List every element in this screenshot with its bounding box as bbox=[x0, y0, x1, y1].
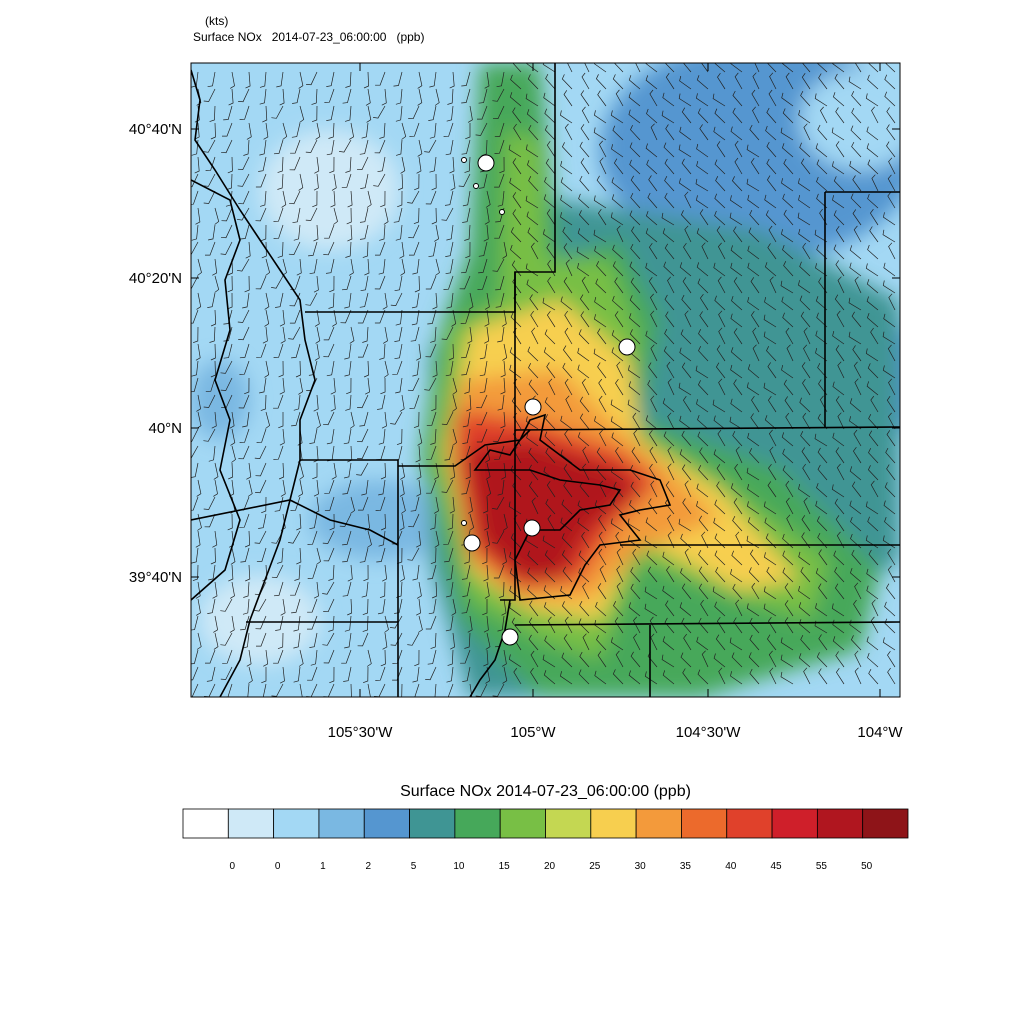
colorbar-box bbox=[590, 808, 637, 839]
lat-tick-label: 40°40'N bbox=[129, 121, 182, 138]
colorbar-label: 45 bbox=[771, 861, 783, 872]
colorbar-label: 25 bbox=[589, 861, 601, 872]
colorbar-box bbox=[545, 808, 592, 839]
units-label: (kts) bbox=[205, 14, 228, 28]
colorbar-label: 55 bbox=[816, 861, 828, 872]
colorbar-label: 0 bbox=[230, 861, 236, 872]
colorbar-box bbox=[454, 808, 501, 839]
colorbar-label: 40 bbox=[725, 861, 737, 872]
colorbar-box bbox=[681, 808, 728, 839]
lon-tick-label: 105°30'W bbox=[328, 724, 394, 741]
colorbar-box bbox=[816, 808, 864, 839]
lat-tick-label: 40°N bbox=[148, 420, 182, 437]
colorbar-label: 15 bbox=[499, 861, 511, 872]
colorbar-box bbox=[182, 808, 229, 839]
colorbar-box bbox=[771, 808, 818, 839]
colorbar-label: 30 bbox=[635, 861, 647, 872]
plot-title: Surface NOx 2014-07-23_06:00:00 (ppb) bbox=[193, 30, 424, 44]
lon-tick-label: 105°W bbox=[510, 724, 556, 741]
colorbar-label: 50 bbox=[861, 861, 873, 872]
colorbar-label: 1 bbox=[320, 861, 326, 872]
map-frame bbox=[190, 62, 901, 698]
map-field bbox=[191, 63, 900, 697]
colorbar-box bbox=[227, 808, 275, 839]
lon-tick-label: 104°W bbox=[857, 724, 903, 741]
colorbar-box bbox=[499, 808, 546, 839]
colorbar-label: 20 bbox=[544, 861, 556, 872]
colorbar-box bbox=[409, 808, 456, 839]
colorbar-label: 10 bbox=[453, 861, 465, 872]
colorbar-box bbox=[862, 808, 909, 839]
lat-tick-label: 40°20'N bbox=[129, 270, 182, 287]
colorbar-title: Surface NOx 2014-07-23_06:00:00 (ppb) bbox=[400, 783, 691, 800]
colorbar-label: 0 bbox=[275, 861, 281, 872]
colorbar-box bbox=[363, 808, 410, 839]
colorbar-box bbox=[726, 808, 773, 839]
lat-tick-label: 39°40'N bbox=[129, 569, 182, 586]
colorbar-box bbox=[318, 808, 365, 839]
colorbar-label: 5 bbox=[411, 861, 417, 872]
colorbar-label: 35 bbox=[680, 861, 692, 872]
lon-tick-label: 104°30'W bbox=[676, 724, 742, 741]
colorbar-label: 2 bbox=[365, 861, 371, 872]
colorbar-box bbox=[635, 808, 682, 839]
colorbar-box bbox=[273, 808, 320, 839]
